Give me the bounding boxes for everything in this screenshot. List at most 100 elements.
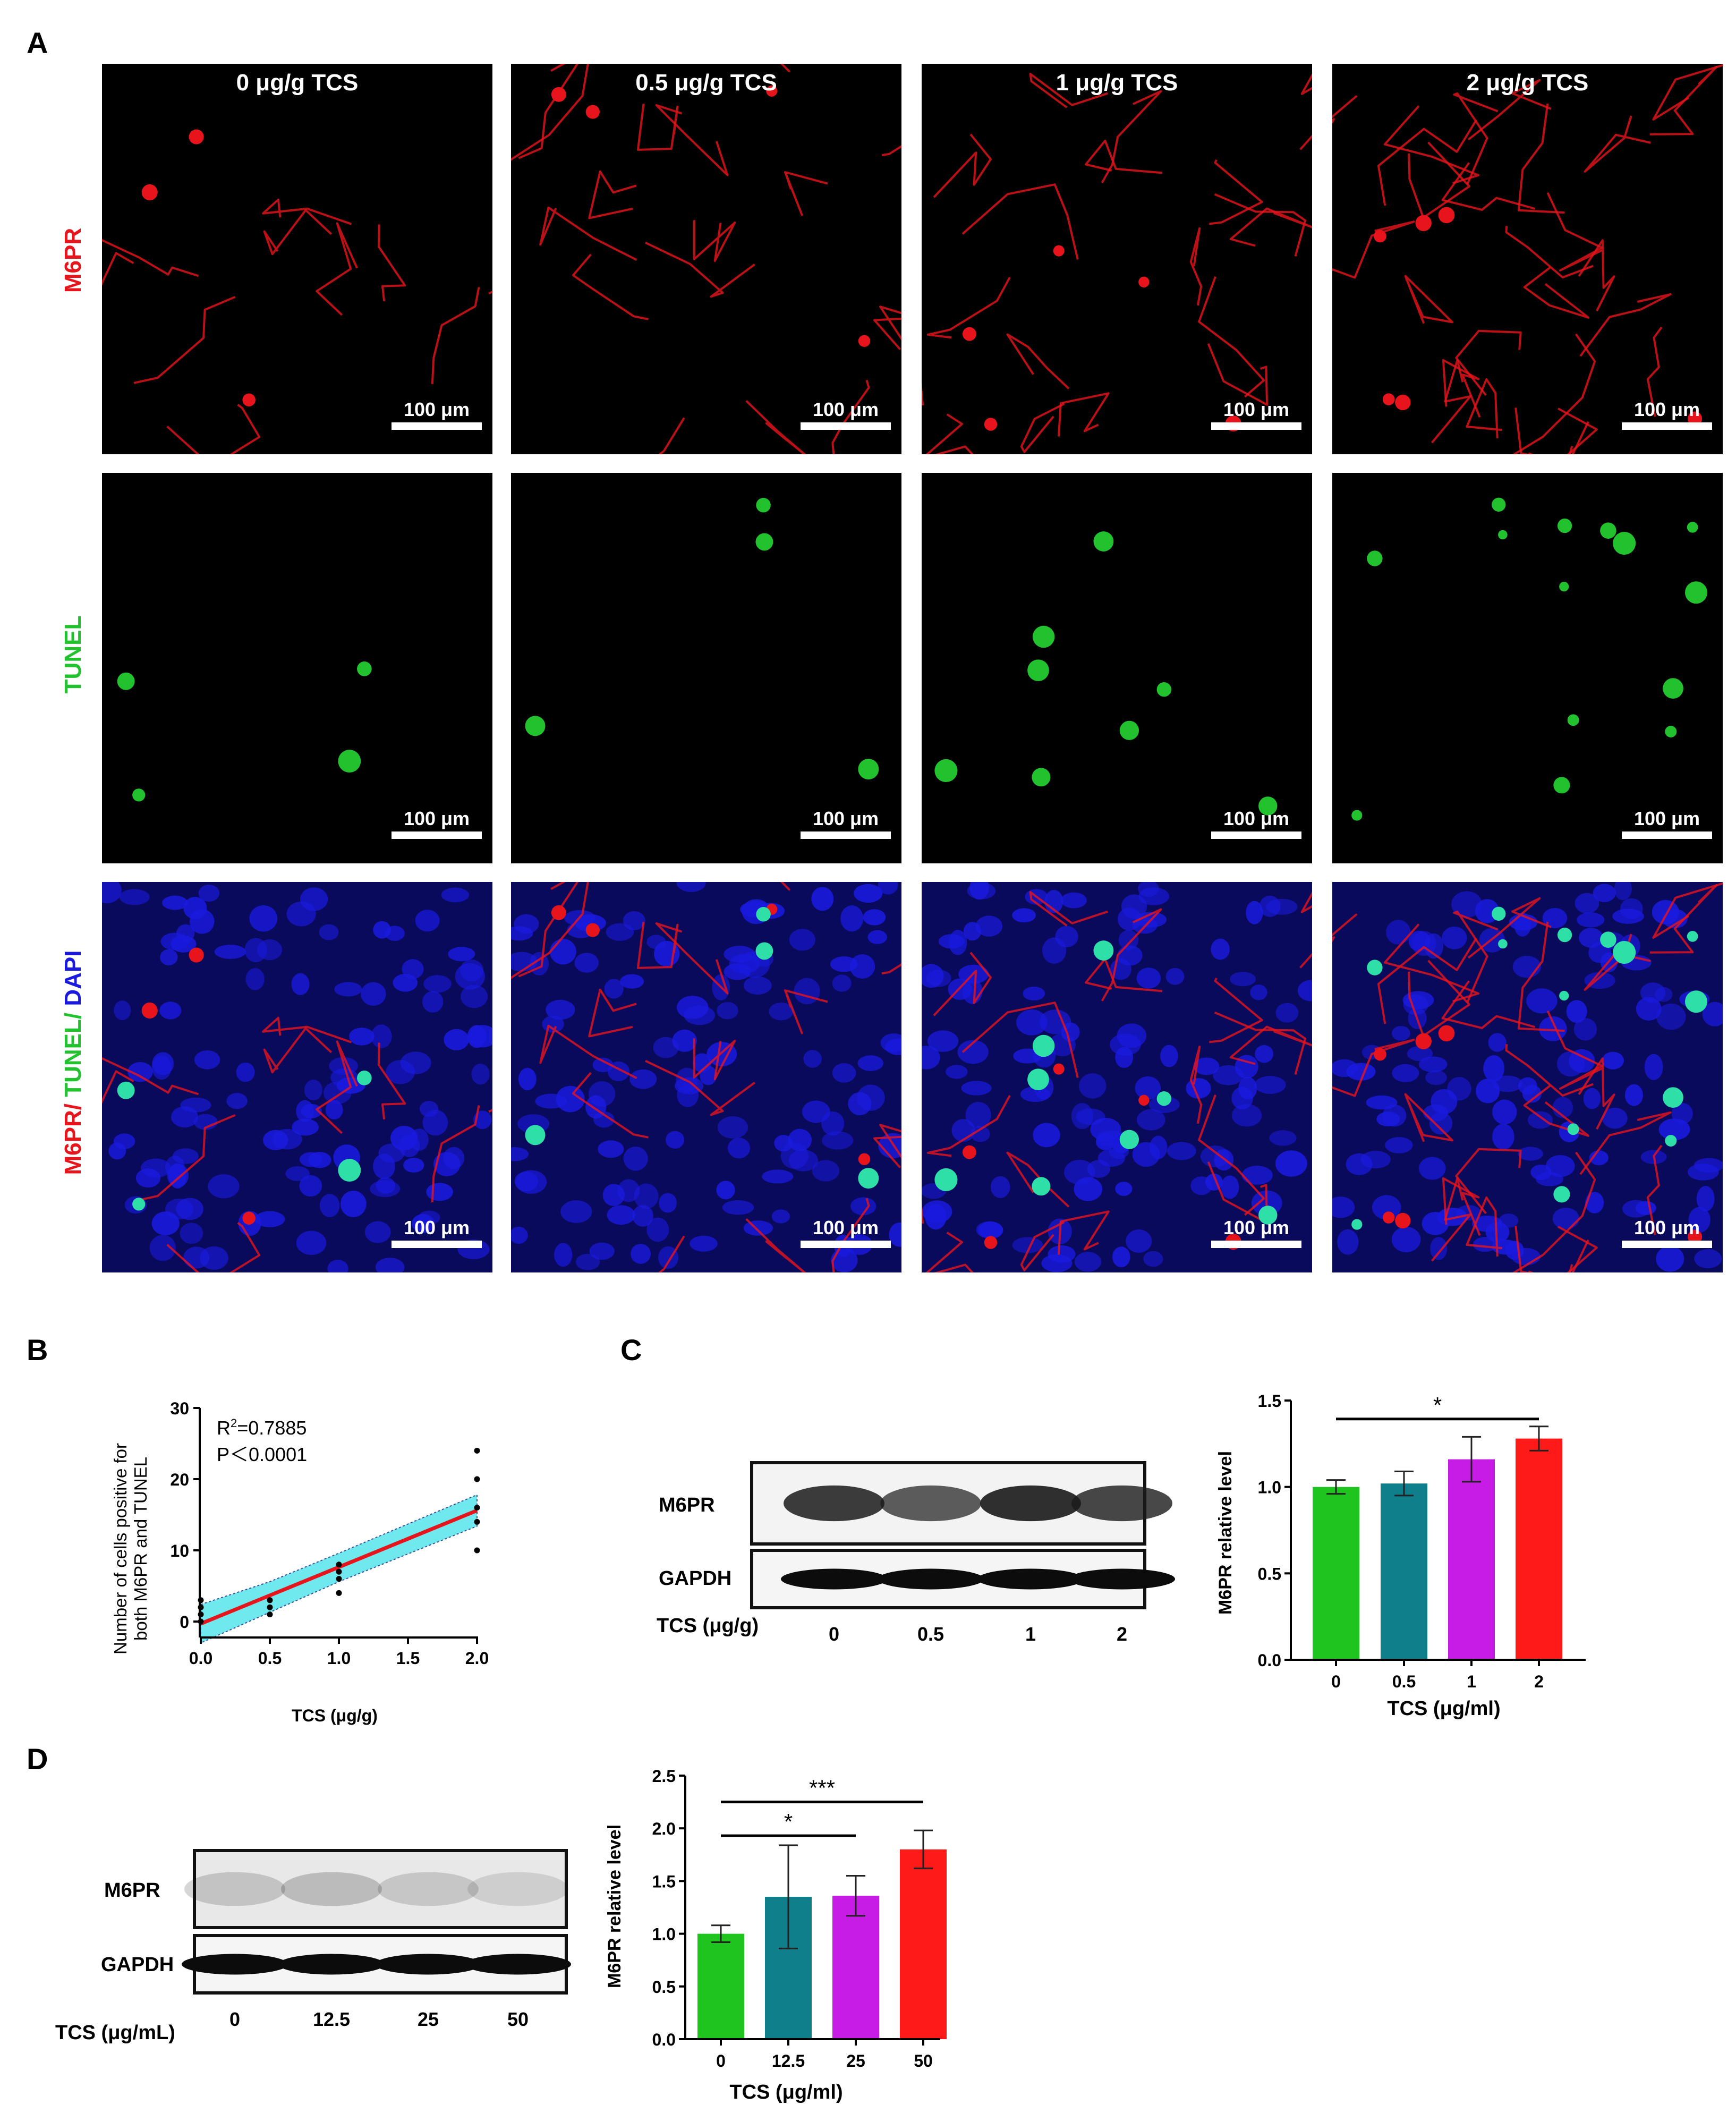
chart-b-annotations: R2=0.7885 P＜0.0001: [217, 1416, 307, 1465]
y-tick-label: 2.5: [652, 1767, 676, 1786]
y-tick-label: 1.5: [1258, 1391, 1281, 1411]
data-point: [474, 1518, 480, 1525]
chart-b-ylabel-line2: both M6PR and TUNEL: [131, 1457, 150, 1641]
bar: [1381, 1483, 1427, 1660]
chart-b-r2: R2=0.7885: [217, 1416, 307, 1439]
error-bar: [1462, 1436, 1481, 1483]
error-bar: [914, 1829, 933, 1870]
band-m6pr: [1071, 1485, 1172, 1522]
lane-label: 0.5: [917, 1623, 944, 1645]
scale-bar: 100 μm: [1622, 1217, 1712, 1248]
y-tick-label: 0: [180, 1613, 189, 1632]
panel-d-blot: M6PR GAPDH TCS (μg/mL) 0 12.5 25 50: [55, 1849, 571, 2044]
chart-b-plot: 0 10 20 30 0.0 0.5 1.0 1.5 2.0: [170, 1399, 489, 1668]
scale-bar: 100 μm: [392, 398, 482, 430]
micrograph-grid: 100 μm 0 μg/g TCS 100 μm 100 μm 100 μm 0.5 μg…: [102, 64, 1723, 1272]
x-tick-label: 0: [716, 2051, 726, 2070]
data-point: [336, 1562, 342, 1568]
row-label-m6pr: M6PR: [60, 228, 86, 293]
x-tick-label: 2.0: [465, 1649, 489, 1668]
x-tick-label: 1: [1467, 1672, 1476, 1691]
lane-label: 50: [507, 2008, 529, 2030]
panel-letter-d: D: [27, 1742, 48, 1776]
lane-label: 12.5: [313, 2008, 350, 2030]
chart-b-pvalue: P＜0.0001: [217, 1444, 307, 1465]
lane-label: 1: [1025, 1623, 1036, 1645]
data-point: [267, 1611, 273, 1618]
bar: [1313, 1487, 1359, 1660]
blot-d-m6pr-frame: [193, 1849, 568, 1929]
band-gapdh: [878, 1568, 984, 1590]
scale-bar: 100 μm: [392, 1217, 482, 1248]
y-tick-label: 2.0: [652, 1819, 676, 1838]
blot-c-lane-title: TCS (μg/g): [657, 1615, 759, 1637]
svg-text:100 μm: 100 μm: [1223, 398, 1289, 420]
micrograph-r2-c2: 100 μm: [511, 473, 901, 863]
scale-bar: 100 μm: [801, 1217, 891, 1248]
y-tick-label: 1.0: [1258, 1478, 1281, 1497]
lane-label: 0: [229, 2008, 240, 2030]
error-bar: [846, 1874, 865, 1917]
band-gapdh: [278, 1954, 385, 1975]
x-tick-label: 1.5: [396, 1649, 420, 1668]
x-tick-label: 0.5: [1392, 1672, 1416, 1691]
svg-text:100 μm: 100 μm: [813, 808, 879, 829]
error-bar: [1529, 1425, 1548, 1452]
chart-b-ylabel-line1: Number of cells positive for: [110, 1443, 130, 1654]
band-gapdh: [182, 1954, 288, 1975]
svg-text:100 μm: 100 μm: [404, 398, 470, 420]
panel-d-chart: M6PR relative level 0 12.5 25 50 0.0 0.5 1.0 1.…: [605, 1767, 947, 2103]
data-point: [336, 1568, 342, 1575]
micrograph-r3-c3: 100 μm: [922, 882, 1312, 1272]
y-tick-label: 20: [170, 1470, 189, 1489]
chart-d-plot: 0 12.5 25 500.00.51.01.52.02.5 ****: [652, 1767, 947, 2070]
svg-text:100 μm: 100 μm: [1634, 1217, 1700, 1238]
scale-bar: 100 μm: [1211, 1217, 1301, 1248]
panel-letters: A B C D: [27, 26, 642, 1776]
blot-c-lane-labels: 0 0.5 1 2: [829, 1623, 1127, 1645]
bar: [1448, 1459, 1495, 1660]
column-label: 0.5 μg/g TCS: [635, 70, 777, 96]
y-tick-label: 10: [170, 1541, 189, 1560]
scale-bar: 100 μm: [801, 398, 891, 430]
band-gapdh: [465, 1954, 571, 1975]
scale-bar: 100 μm: [392, 808, 482, 839]
blot-d-lane-title: TCS (μg/mL): [55, 2022, 175, 2044]
x-tick-label: 50: [914, 2051, 933, 2070]
y-tick-label: 0.5: [652, 1978, 676, 1997]
svg-text:100 μm: 100 μm: [1223, 808, 1289, 829]
x-tick-label: 12.5: [772, 2051, 805, 2070]
svg-text:100 μm: 100 μm: [1223, 1217, 1289, 1238]
significance-bracket: *: [721, 1809, 856, 1837]
panel-a-row-labels: M6PR TUNEL M6PR/ TUNEL/ DAPI: [60, 228, 86, 1175]
panel-letter-b: B: [27, 1333, 48, 1367]
band-gapdh: [781, 1568, 887, 1590]
data-point: [474, 1547, 480, 1554]
band-m6pr: [184, 1872, 285, 1906]
scale-bar: 100 μm: [1622, 808, 1712, 839]
band-m6pr: [467, 1872, 568, 1906]
blot-d-label-m6pr: M6PR: [104, 1879, 160, 1902]
y-tick-label: 0.5: [1258, 1564, 1281, 1583]
panel-c-chart: M6PR relative level 0 0.5 1 20.00.51.01.5 * …: [1215, 1391, 1586, 1720]
chart-c-plot: 0 0.5 1 2 0.0 0.5 1.0 1.5 *: [1258, 1391, 1586, 1691]
x-tick-label: 2: [1534, 1672, 1544, 1691]
y-tick-label: 0.0: [652, 2030, 676, 2049]
data-point: [267, 1604, 273, 1610]
band-gapdh: [1069, 1568, 1175, 1590]
bar: [900, 1849, 947, 2039]
column-label: 2 μg/g TCS: [1467, 70, 1589, 96]
data-point: [267, 1597, 273, 1603]
row-label-tunel: TUNEL: [60, 616, 86, 694]
lane-label: 25: [418, 2008, 439, 2030]
bar: [1516, 1438, 1562, 1660]
blot-c-bands: [781, 1485, 1175, 1590]
data-point: [336, 1576, 342, 1582]
y-tick-label: 0.0: [1258, 1651, 1281, 1670]
micrograph-r3-c1: 100 μm: [102, 882, 492, 1272]
chart-c-ylabel: M6PR relative level: [1215, 1451, 1236, 1615]
micrograph-r1-c2: 100 μm 0.5 μg/g TCS: [511, 64, 901, 454]
bar: [697, 1933, 744, 2039]
panel-letter-a: A: [27, 26, 48, 60]
